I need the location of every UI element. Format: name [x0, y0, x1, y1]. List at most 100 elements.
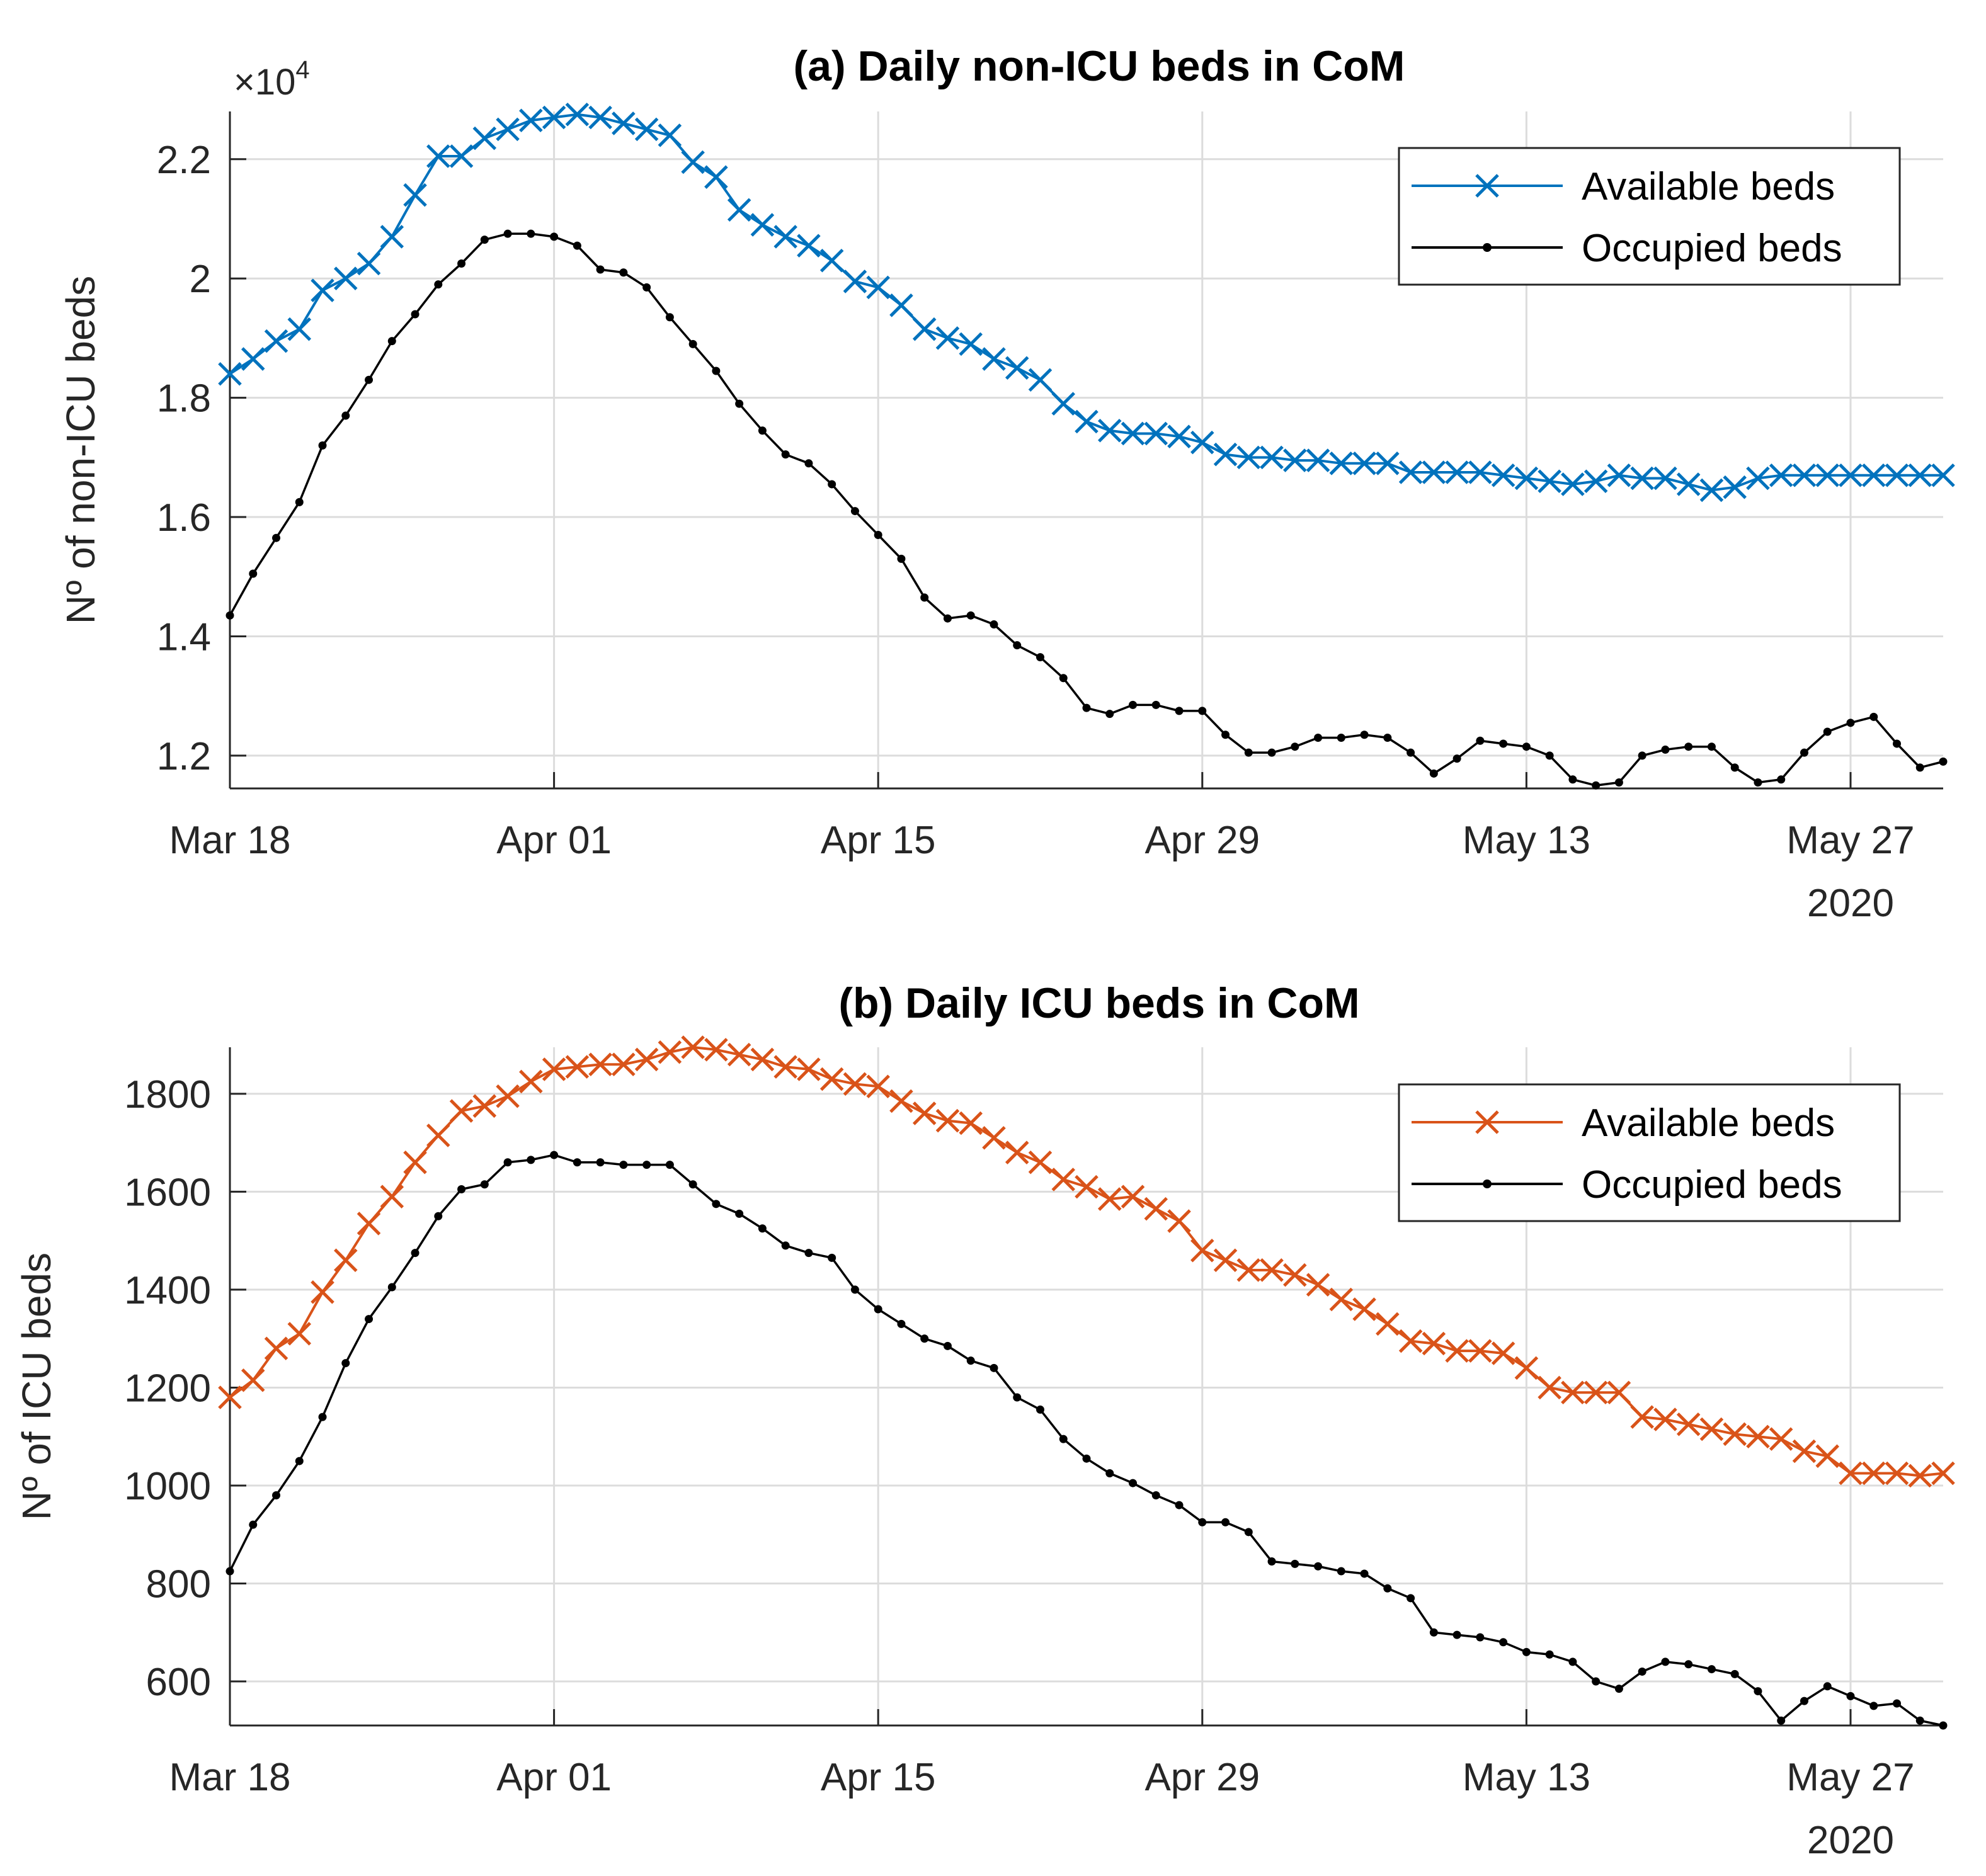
- data-point-x-marker: [1792, 1439, 1817, 1464]
- data-point-dot-marker: [434, 280, 443, 289]
- data-point-x-marker: [634, 1047, 659, 1072]
- data-point-x-marker: [1607, 463, 1631, 487]
- data-point-x-marker: [773, 225, 797, 249]
- data-point-x-marker: [472, 126, 497, 151]
- data-point-dot-marker: [1568, 775, 1577, 784]
- data-point-dot-marker: [411, 1249, 419, 1258]
- data-point-dot-marker: [1407, 1594, 1415, 1603]
- data-point-dot-marker: [966, 611, 975, 620]
- data-point-dot-marker: [712, 1200, 721, 1208]
- data-point-dot-marker: [318, 1413, 327, 1421]
- data-point-x-marker: [1121, 1185, 1145, 1208]
- data-point-dot-marker: [249, 569, 258, 578]
- data-point-dot-marker: [596, 265, 605, 274]
- data-point-dot-marker: [527, 1156, 535, 1164]
- data-point-x-marker: [866, 275, 890, 300]
- data-point-dot-marker: [249, 1520, 258, 1529]
- data-point-dot-marker: [688, 339, 697, 348]
- data-point-x-marker: [426, 1123, 450, 1147]
- series-line: [229, 1154, 1944, 1727]
- data-point-dot-marker: [943, 1341, 952, 1350]
- data-point-x-marker: [866, 1074, 890, 1098]
- legend: Available beds Occupied beds: [1398, 147, 1901, 286]
- data-point-dot-marker: [1823, 1682, 1832, 1691]
- data-point-x-marker: [449, 144, 474, 168]
- data-point-dot-marker: [1939, 1721, 1948, 1730]
- data-point-dot-marker: [1777, 775, 1786, 784]
- data-point-x-marker: [1491, 463, 1515, 487]
- data-point-dot-marker: [1568, 1657, 1577, 1666]
- data-point-dot-marker: [573, 241, 581, 250]
- data-point-x-marker: [750, 1047, 775, 1072]
- data-point-dot-marker: [1267, 748, 1276, 757]
- data-point-x-marker: [287, 317, 312, 341]
- data-point-dot-marker: [1638, 1667, 1646, 1676]
- data-point-dot-marker: [318, 441, 327, 450]
- data-point-x-marker: [1514, 1356, 1539, 1380]
- data-point-x-marker: [1561, 472, 1585, 496]
- data-point-dot-marker: [272, 533, 281, 542]
- data-point-x-marker: [1306, 448, 1330, 472]
- data-point-dot-marker: [1291, 742, 1299, 751]
- data-point-x-marker: [1839, 1461, 1863, 1486]
- x-tick-label: Apr 29: [1144, 1756, 1260, 1799]
- y-tick-label: 2.2: [157, 139, 211, 182]
- data-point-dot-marker: [1592, 781, 1601, 790]
- data-point-x-marker: [334, 266, 358, 290]
- data-point-x-marker: [588, 105, 612, 130]
- data-point-dot-marker: [1198, 1518, 1207, 1526]
- data-point-dot-marker: [1499, 739, 1508, 748]
- data-point-dot-marker: [341, 411, 350, 420]
- data-point-x-marker: [1584, 1380, 1608, 1404]
- series-line: [229, 232, 1944, 787]
- data-point-x-marker: [472, 1094, 497, 1118]
- data-point-x-marker: [819, 1067, 844, 1091]
- data-point-x-marker: [241, 1368, 265, 1392]
- data-point-dot-marker: [920, 1334, 929, 1343]
- data-point-dot-marker: [503, 229, 512, 238]
- chart-title: (a) Daily non-ICU beds in CoM: [794, 42, 1405, 90]
- data-point-x-marker: [1283, 448, 1307, 472]
- x-tick-label: May 13: [1463, 819, 1590, 862]
- data-point-x-marker: [1097, 1187, 1122, 1211]
- data-point-x-marker: [1075, 409, 1099, 434]
- data-point-x-marker: [1584, 469, 1608, 493]
- data-point-dot-marker: [758, 1224, 767, 1233]
- data-point-dot-marker: [712, 367, 721, 375]
- data-point-dot-marker: [1314, 1562, 1323, 1571]
- data-point-x-marker: [1723, 1422, 1747, 1447]
- data-point-x-marker: [773, 1055, 797, 1079]
- y-axis-label: Nº of non-ICU beds: [58, 276, 103, 624]
- data-point-dot-marker: [1151, 700, 1160, 709]
- data-point-dot-marker: [527, 229, 535, 238]
- data-point-dot-marker: [619, 268, 628, 277]
- data-point-x-marker: [1329, 1287, 1354, 1312]
- x-year-label: 2020: [1807, 1819, 1894, 1862]
- data-point-x-marker: [311, 1280, 334, 1304]
- data-point-dot-marker: [1707, 1665, 1716, 1674]
- data-point-dot-marker: [1684, 742, 1693, 751]
- y-tick-label: 1.4: [157, 615, 211, 659]
- data-point-x-marker: [658, 1040, 682, 1064]
- legend-label: Available beds: [1582, 1101, 1835, 1145]
- legend-label: Occupied beds: [1582, 1163, 1842, 1207]
- data-point-dot-marker: [1082, 703, 1091, 712]
- x-tick-label: Mar 18: [169, 1756, 291, 1799]
- data-point-x-marker: [982, 1126, 1006, 1150]
- data-point-dot-marker: [1151, 1491, 1160, 1500]
- data-point-x-marker: [1051, 392, 1076, 416]
- data-point-x-marker: [982, 347, 1006, 371]
- data-point-dot-marker: [1638, 751, 1646, 760]
- data-point-x-marker: [1144, 421, 1168, 446]
- data-point-x-marker: [1931, 463, 1955, 487]
- y-axis-exponent: ×104: [234, 56, 310, 103]
- data-point-dot-marker: [1198, 707, 1207, 715]
- data-point-dot-marker: [1522, 1647, 1531, 1656]
- data-point-dot-marker: [642, 283, 651, 292]
- data-point-dot-marker: [1105, 1469, 1114, 1478]
- data-point-dot-marker: [874, 1305, 882, 1314]
- data-point-dot-marker: [365, 375, 374, 384]
- data-point-x-marker: [1236, 445, 1261, 470]
- data-point-dot-marker: [828, 480, 836, 489]
- x-tick-label: Apr 01: [496, 1756, 612, 1799]
